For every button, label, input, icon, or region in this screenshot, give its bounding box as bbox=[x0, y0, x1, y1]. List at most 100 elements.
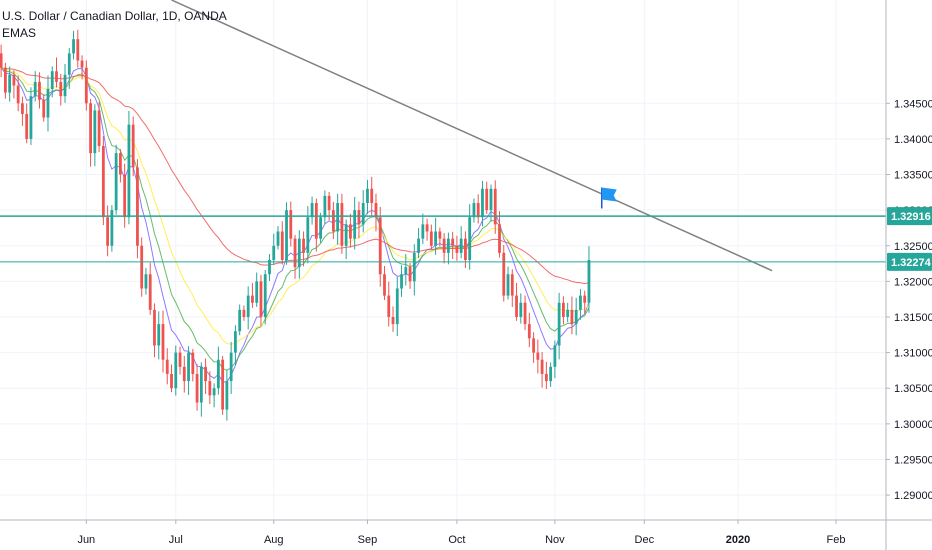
candle-body bbox=[421, 224, 425, 239]
candle-body bbox=[67, 53, 71, 75]
candle-body bbox=[574, 309, 578, 325]
candle-body bbox=[89, 103, 92, 154]
candle-body bbox=[285, 210, 288, 260]
candle-body bbox=[519, 302, 523, 317]
candle-body bbox=[412, 252, 416, 282]
candle-body bbox=[63, 74, 67, 97]
candle-body bbox=[370, 188, 374, 204]
candle-body bbox=[383, 274, 386, 296]
candle-body bbox=[455, 245, 459, 253]
candle-body bbox=[464, 238, 467, 260]
candle-body bbox=[579, 295, 582, 310]
candle-body bbox=[366, 188, 369, 204]
candle-body bbox=[59, 81, 63, 97]
candle-body bbox=[110, 210, 114, 246]
candle-body bbox=[319, 217, 323, 239]
candle-body bbox=[16, 85, 20, 104]
time-tick-label: Aug bbox=[264, 534, 284, 546]
candle-body bbox=[583, 295, 587, 303]
candle-body bbox=[489, 188, 493, 211]
price-tag-label: 1.32274 bbox=[891, 257, 932, 269]
candle-body bbox=[21, 103, 24, 114]
time-tick-label: Oct bbox=[448, 534, 465, 546]
candle-body bbox=[80, 60, 84, 68]
candle-body bbox=[221, 359, 225, 410]
candle-body bbox=[498, 224, 501, 253]
candle-body bbox=[331, 210, 335, 232]
candle-body bbox=[182, 366, 186, 382]
candle-body bbox=[374, 203, 378, 218]
candle-body bbox=[404, 267, 408, 275]
candle-body bbox=[434, 231, 438, 246]
candle-body bbox=[25, 113, 29, 139]
candle-body bbox=[140, 245, 144, 289]
time-tick-label: 2020 bbox=[726, 534, 750, 546]
flag-icon[interactable] bbox=[601, 187, 617, 202]
candle-body bbox=[280, 231, 284, 260]
candle-body bbox=[178, 352, 182, 367]
candle-body bbox=[417, 238, 420, 253]
candle-body bbox=[425, 224, 429, 232]
time-tick-label: Jun bbox=[77, 534, 95, 546]
trendline[interactable] bbox=[171, 0, 773, 272]
candle-body bbox=[506, 274, 510, 296]
time-tick-label: Nov bbox=[545, 534, 565, 546]
price-tick-label: 1.30000 bbox=[894, 419, 932, 431]
candle-body bbox=[527, 324, 531, 339]
candle-body bbox=[131, 124, 135, 168]
time-tick-label: Feb bbox=[827, 534, 846, 546]
candle-body bbox=[459, 238, 463, 253]
candle-body bbox=[195, 373, 199, 403]
candle-body bbox=[357, 210, 361, 225]
candle-body bbox=[216, 359, 220, 389]
candle-body bbox=[391, 316, 395, 325]
candle-body bbox=[118, 153, 122, 175]
price-tick-label: 1.32000 bbox=[894, 276, 932, 288]
candle-body bbox=[93, 110, 97, 154]
candle-body bbox=[302, 238, 305, 253]
candle-body bbox=[255, 281, 259, 303]
candle-body bbox=[549, 366, 553, 382]
candle-body bbox=[540, 359, 544, 374]
price-tick-label: 1.32500 bbox=[894, 241, 932, 253]
candle-body bbox=[323, 195, 327, 218]
candle-body bbox=[55, 71, 58, 82]
candle-body bbox=[553, 345, 557, 367]
candle-body bbox=[29, 96, 33, 139]
candle-body bbox=[229, 352, 233, 382]
candle-body bbox=[46, 89, 50, 118]
candle-body bbox=[327, 195, 331, 211]
candle-body bbox=[468, 217, 472, 260]
candle-body bbox=[148, 274, 152, 310]
candle-body bbox=[408, 267, 412, 282]
candle-body bbox=[349, 224, 352, 239]
candle-body bbox=[310, 203, 314, 218]
candle-body bbox=[76, 39, 80, 61]
candle-body bbox=[38, 81, 41, 100]
time-tick-label: Dec bbox=[635, 534, 655, 546]
candle-body bbox=[8, 74, 12, 93]
candle-body bbox=[476, 203, 480, 218]
candle-body bbox=[361, 203, 365, 225]
candle-body bbox=[340, 203, 344, 246]
candle-body bbox=[400, 274, 403, 289]
candle-body bbox=[536, 352, 540, 360]
candle-body bbox=[161, 324, 165, 360]
candle-body bbox=[544, 373, 548, 382]
candle-body bbox=[50, 71, 54, 90]
candle-body bbox=[225, 381, 229, 410]
candle-body bbox=[72, 39, 75, 54]
price-tick-label: 1.29500 bbox=[894, 454, 932, 466]
candle-body bbox=[42, 99, 46, 118]
candle-body bbox=[263, 274, 267, 317]
chart-legend: U.S. Dollar / Canadian Dollar, 1D, OANDA… bbox=[2, 8, 227, 42]
candle-body bbox=[238, 309, 242, 332]
candle-body bbox=[136, 167, 139, 246]
candle-body bbox=[12, 74, 16, 86]
candle-body bbox=[523, 302, 527, 325]
candle-body bbox=[485, 188, 489, 211]
candle-body bbox=[191, 352, 195, 374]
candle-body bbox=[481, 188, 484, 218]
